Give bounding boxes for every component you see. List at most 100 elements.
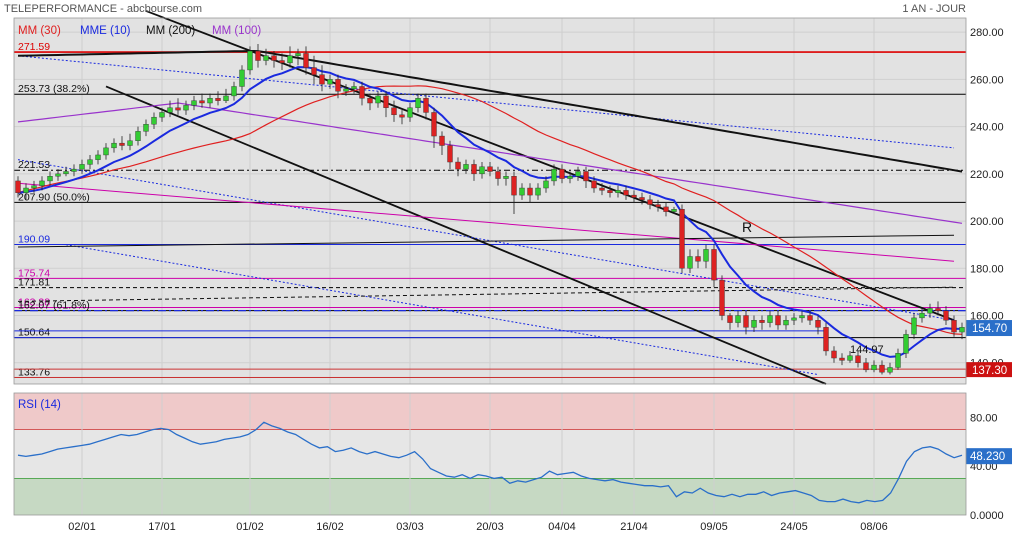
candle-body <box>199 100 205 104</box>
candle-body <box>751 320 757 328</box>
candle-body <box>583 171 589 182</box>
chart-period: 1 AN - JOUR <box>902 3 966 15</box>
candle-body <box>103 147 109 156</box>
candle-body <box>735 315 741 323</box>
chart-title: TELEPERFORMANCE - abcbourse.com <box>4 3 203 15</box>
price-panel-border <box>13 17 967 385</box>
candle-body <box>479 166 485 175</box>
candle-body <box>687 256 693 269</box>
mme10-line <box>17 66 963 358</box>
level-label: 190.09 <box>18 233 50 245</box>
annotation-r: R <box>742 219 752 235</box>
support-price-label: 137.30 <box>972 365 1007 377</box>
candle-body <box>463 164 469 170</box>
ma100-line <box>17 102 963 224</box>
legend-ma30: MM (30) <box>18 25 61 37</box>
x-tick-label: 03/03 <box>396 521 424 533</box>
candle-body <box>927 308 933 314</box>
candle-body <box>423 98 429 113</box>
level-label: 171.81 <box>18 277 50 289</box>
candle-body <box>775 315 781 326</box>
candle-body <box>607 190 613 193</box>
x-tick-label: 09/05 <box>700 521 728 533</box>
candle-body <box>391 107 397 116</box>
candle-body <box>455 161 461 170</box>
candle-body <box>559 168 565 179</box>
candle-body <box>671 209 677 212</box>
candle-body <box>319 74 325 85</box>
candle-body <box>287 55 293 64</box>
x-tick-label: 02/01 <box>68 521 96 533</box>
x-tick-label: 17/01 <box>148 521 176 533</box>
dashed-trend-line <box>17 286 955 302</box>
candle-body <box>231 86 237 97</box>
y-tick-label: 260.00 <box>970 74 1004 86</box>
candle-body <box>175 107 181 111</box>
candle-body <box>255 50 261 61</box>
candle-body <box>567 176 573 179</box>
x-tick-label: 20/03 <box>476 521 504 533</box>
candle-body <box>71 168 77 172</box>
rsi-last-box <box>966 448 1012 465</box>
candle-body <box>711 249 717 281</box>
candle-body <box>223 95 229 101</box>
candle-body <box>279 60 285 64</box>
candle-body <box>119 142 125 146</box>
x-tick-label: 08/06 <box>860 521 888 533</box>
candle-body <box>655 204 661 208</box>
candle-body <box>271 55 277 61</box>
last-price-box <box>966 320 1012 337</box>
candle-body <box>839 357 845 361</box>
candle-body <box>911 317 917 335</box>
legend-mme10: MME (10) <box>80 25 131 37</box>
candle-body <box>375 95 381 104</box>
candle-body <box>471 164 477 175</box>
candle-body <box>295 53 301 56</box>
candle-body <box>943 310 949 321</box>
rsi-y-tick-label: 0.0000 <box>970 510 1004 522</box>
candle-body <box>831 350 837 359</box>
candle-body <box>719 279 725 316</box>
candle-body <box>359 86 365 99</box>
candle-body <box>815 320 821 328</box>
candle-body <box>903 334 909 354</box>
candle-body <box>847 355 853 361</box>
candle-body <box>247 50 253 71</box>
candle-body <box>767 315 773 323</box>
candle-body <box>527 187 533 196</box>
level-label: 163.38 <box>18 297 50 309</box>
magenta-trend-line <box>17 182 955 262</box>
candle-body <box>631 194 637 198</box>
rsi-last-label: 48.230 <box>970 451 1005 463</box>
x-tick-label: 21/04 <box>620 521 648 533</box>
candle-body <box>311 67 317 75</box>
candle-body <box>623 190 629 196</box>
candle-body <box>23 187 29 193</box>
candle-body <box>207 98 213 104</box>
ma30-line <box>17 85 963 335</box>
candle-body <box>95 154 101 160</box>
candle-body <box>599 187 605 191</box>
annotation-low: 144.97 <box>850 344 884 356</box>
last-price-label: 154.70 <box>972 323 1007 335</box>
level-label: 133.76 <box>18 366 50 378</box>
candle-body <box>615 190 621 193</box>
candle-body <box>759 320 765 323</box>
candle-body <box>495 171 501 179</box>
y-tick-label: 180.00 <box>970 263 1004 275</box>
candle-body <box>63 171 69 175</box>
candle-body <box>111 142 117 149</box>
x-tick-label: 04/04 <box>548 521 576 533</box>
candle-body <box>519 187 525 196</box>
candle-body <box>543 180 549 189</box>
ma200-line <box>17 49 963 173</box>
candle-body <box>703 249 709 262</box>
candle-body <box>151 116 157 125</box>
level-label: 221.53 <box>18 159 50 171</box>
candle-body <box>127 140 133 146</box>
y-tick-label: 200.00 <box>970 216 1004 228</box>
candle-body <box>679 209 685 269</box>
level-label: 150.64 <box>18 327 50 339</box>
x-tick-label: 16/02 <box>316 521 344 533</box>
candle-body <box>807 315 813 321</box>
